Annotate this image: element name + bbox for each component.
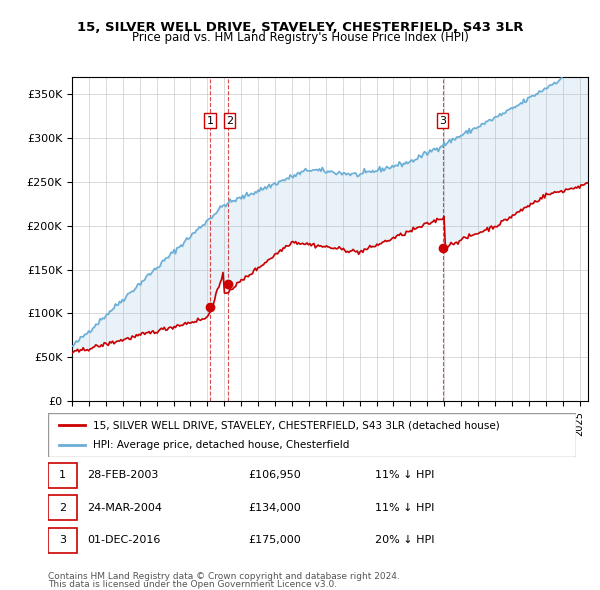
- FancyBboxPatch shape: [48, 463, 77, 488]
- Text: £175,000: £175,000: [248, 535, 301, 545]
- Text: £134,000: £134,000: [248, 503, 301, 513]
- Text: HPI: Average price, detached house, Chesterfield: HPI: Average price, detached house, Ches…: [93, 440, 349, 450]
- Text: 1: 1: [206, 116, 214, 126]
- Text: 15, SILVER WELL DRIVE, STAVELEY, CHESTERFIELD, S43 3LR: 15, SILVER WELL DRIVE, STAVELEY, CHESTER…: [77, 21, 523, 34]
- Text: 15, SILVER WELL DRIVE, STAVELEY, CHESTERFIELD, S43 3LR (detached house): 15, SILVER WELL DRIVE, STAVELEY, CHESTER…: [93, 421, 500, 430]
- Text: 3: 3: [59, 535, 66, 545]
- FancyBboxPatch shape: [48, 528, 77, 553]
- Text: Contains HM Land Registry data © Crown copyright and database right 2024.: Contains HM Land Registry data © Crown c…: [48, 572, 400, 581]
- Text: 3: 3: [439, 116, 446, 126]
- Text: 11% ↓ HPI: 11% ↓ HPI: [376, 503, 435, 513]
- Text: 2: 2: [226, 116, 233, 126]
- Text: 2: 2: [59, 503, 66, 513]
- Text: £106,950: £106,950: [248, 470, 301, 480]
- FancyBboxPatch shape: [48, 496, 77, 520]
- Text: 20% ↓ HPI: 20% ↓ HPI: [376, 535, 435, 545]
- Text: 28-FEB-2003: 28-FEB-2003: [88, 470, 159, 480]
- Text: 24-MAR-2004: 24-MAR-2004: [88, 503, 163, 513]
- Text: Price paid vs. HM Land Registry's House Price Index (HPI): Price paid vs. HM Land Registry's House …: [131, 31, 469, 44]
- FancyBboxPatch shape: [48, 413, 576, 457]
- Text: 11% ↓ HPI: 11% ↓ HPI: [376, 470, 435, 480]
- Text: This data is licensed under the Open Government Licence v3.0.: This data is licensed under the Open Gov…: [48, 580, 337, 589]
- Text: 1: 1: [59, 470, 66, 480]
- Text: 01-DEC-2016: 01-DEC-2016: [88, 535, 161, 545]
